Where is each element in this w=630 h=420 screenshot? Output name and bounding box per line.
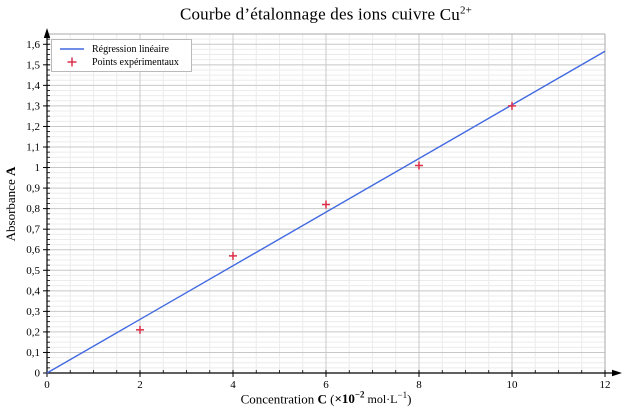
x-label-factor: ×10−2 bbox=[334, 390, 365, 407]
legend-item-points: Points expérimentaux bbox=[56, 56, 191, 68]
data-point-marker bbox=[322, 200, 330, 209]
chart-title-text: Courbe d’étalonnage des ions cuivre bbox=[179, 4, 440, 24]
svg-text:0: 0 bbox=[44, 379, 50, 391]
svg-text:0,8: 0,8 bbox=[26, 203, 40, 215]
x-axis-label: Concentration C (×10−2 mol·L−1) bbox=[240, 390, 412, 407]
chart-title: Courbe d’étalonnage des ions cuivre Cu2+ bbox=[47, 4, 605, 25]
x-axis-arrow-icon bbox=[612, 369, 622, 377]
svg-text:1,3: 1,3 bbox=[26, 100, 40, 112]
y-tick-labels: 0 0,1 0,2 0,3 0,4 0,5 0,6 0,7 0,8 0,9 1 1,1 1,2 1,3 1,… bbox=[26, 39, 40, 380]
svg-text:1,2: 1,2 bbox=[26, 121, 40, 133]
tick-marks bbox=[43, 38, 606, 377]
legend-item-label: Points expérimentaux bbox=[92, 56, 179, 68]
svg-text:1,4: 1,4 bbox=[26, 80, 40, 92]
data-point-marker bbox=[229, 251, 237, 260]
svg-text:0,1: 0,1 bbox=[26, 347, 40, 359]
y-axis-arrow-icon bbox=[43, 28, 51, 38]
svg-text:1,6: 1,6 bbox=[26, 39, 40, 51]
legend-plus-sample-icon bbox=[67, 57, 77, 67]
x-tick-labels: 0 2 4 6 8 10 12 bbox=[44, 379, 610, 391]
legend-item-label: Régression linéaire bbox=[92, 43, 169, 55]
legend-line-sample-icon bbox=[60, 48, 84, 50]
svg-text:0,2: 0,2 bbox=[26, 326, 40, 338]
data-point-marker bbox=[508, 101, 516, 110]
svg-text:1,1: 1,1 bbox=[26, 142, 40, 154]
svg-text:2: 2 bbox=[137, 379, 143, 391]
experimental-points bbox=[136, 101, 516, 334]
svg-text:0,3: 0,3 bbox=[26, 306, 40, 318]
svg-text:0,7: 0,7 bbox=[26, 224, 40, 236]
plot-frame bbox=[47, 33, 606, 373]
svg-text:8: 8 bbox=[416, 379, 422, 391]
svg-text:0,9: 0,9 bbox=[26, 183, 40, 195]
svg-text:0,5: 0,5 bbox=[26, 265, 40, 277]
chem-formula: Cu2+ bbox=[439, 4, 473, 24]
chart-legend: Régression linéaire Points expérimentaux bbox=[51, 39, 192, 72]
data-point-marker bbox=[136, 325, 144, 334]
svg-text:0,6: 0,6 bbox=[26, 244, 40, 256]
data-point-marker bbox=[415, 161, 423, 170]
x-label-unit: mol·L−1 bbox=[364, 390, 408, 407]
svg-text:10: 10 bbox=[507, 379, 519, 391]
y-axis-label: Absorbance A bbox=[3, 166, 18, 242]
svg-text:0,4: 0,4 bbox=[26, 285, 40, 297]
major-gridlines bbox=[47, 34, 605, 373]
svg-text:6: 6 bbox=[323, 379, 329, 391]
svg-text:12: 12 bbox=[600, 379, 611, 391]
svg-text:1,5: 1,5 bbox=[26, 59, 40, 71]
svg-text:4: 4 bbox=[230, 379, 236, 391]
legend-item-regression: Régression linéaire bbox=[56, 43, 191, 55]
svg-text:1: 1 bbox=[35, 162, 41, 174]
svg-text:0: 0 bbox=[35, 368, 41, 380]
